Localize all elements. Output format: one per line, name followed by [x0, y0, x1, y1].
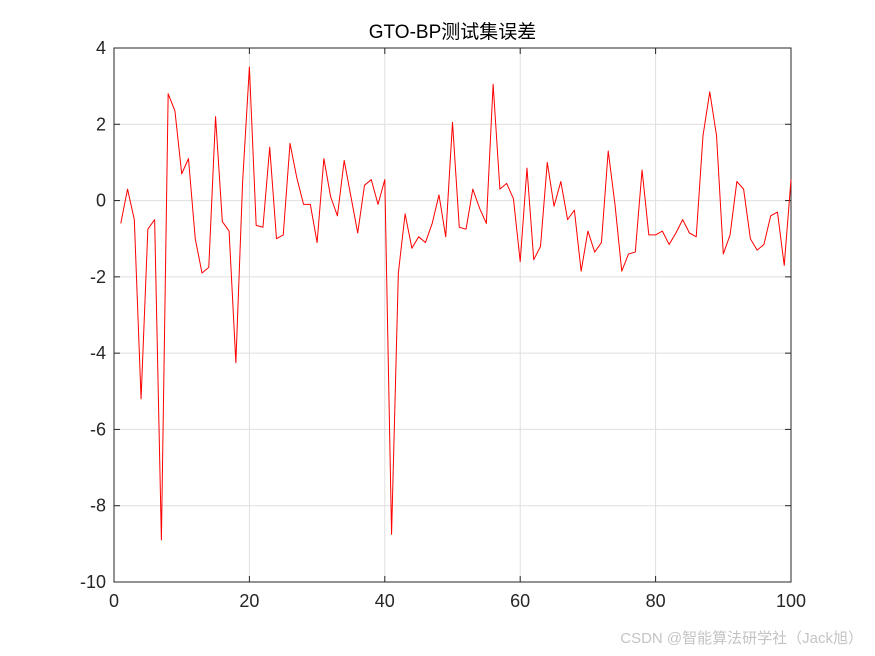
x-tick-label: 0	[109, 591, 119, 611]
y-tick-label: -10	[80, 572, 106, 592]
x-tick-label: 40	[375, 591, 395, 611]
series-layer	[120, 66, 792, 541]
y-tick-label: -8	[90, 496, 106, 516]
y-tick-label: -4	[90, 343, 106, 363]
plot-area-background	[114, 48, 791, 582]
y-tick-label: 4	[96, 38, 106, 58]
x-tick-label: 20	[239, 591, 259, 611]
y-tick-label: 2	[96, 114, 106, 134]
chart-title: GTO-BP测试集误差	[369, 21, 537, 43]
axes-box	[113, 47, 792, 583]
y-tick-labels: -10 -8 -6 -4 -2 0 2 4	[80, 38, 106, 592]
x-tick-labels: 0 20 40 60 80 100	[109, 591, 806, 611]
y-tick-label: 0	[96, 191, 106, 211]
y-tick-label: -6	[90, 419, 106, 439]
y-tick-label: -2	[90, 267, 106, 287]
series-line	[120, 66, 792, 541]
x-tick-label: 60	[510, 591, 530, 611]
axes	[113, 47, 792, 583]
watermark: CSDN @智能算法研学社（Jack旭）	[620, 630, 863, 647]
x-tick-label: 80	[646, 591, 666, 611]
x-tick-label: 100	[776, 591, 806, 611]
